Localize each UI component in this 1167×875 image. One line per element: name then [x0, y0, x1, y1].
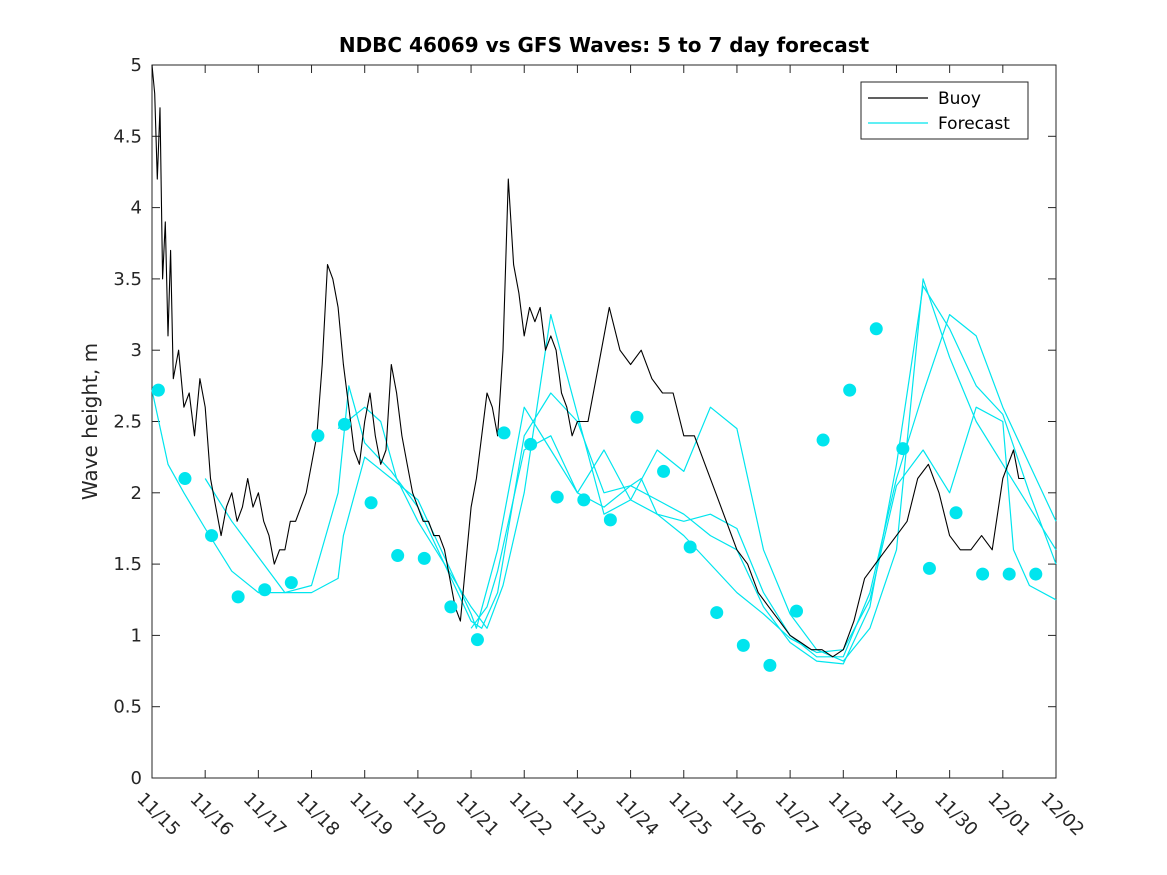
y-tick-label: 5	[131, 55, 142, 76]
y-tick-label: 4.5	[113, 126, 142, 147]
forecast-marker-point	[843, 383, 857, 397]
y-tick-label: 1	[131, 625, 142, 646]
forecast-marker-point	[976, 567, 990, 581]
marker-layer	[151, 322, 1043, 672]
forecast-marker-point	[258, 583, 272, 597]
forecast-marker-point	[630, 410, 644, 424]
forecast-marker-point	[311, 429, 325, 443]
forecast-marker-point	[577, 493, 591, 507]
forecast-marker-point	[470, 633, 484, 647]
legend-label-forecast: Forecast	[938, 114, 1010, 134]
forecast-marker-point	[364, 496, 378, 510]
forecast-marker-point	[1002, 567, 1016, 581]
y-axis-label: Wave height, m	[78, 343, 102, 500]
forecast-series-line-4	[470, 406, 1057, 654]
plot-frame	[151, 64, 1057, 779]
chart-title: NDBC 46069 vs GFS Waves: 5 to 7 day fore…	[339, 33, 870, 57]
forecast-marker-point	[657, 464, 671, 478]
forecast-marker-point	[391, 549, 405, 563]
y-tick-label: 0.5	[113, 697, 142, 718]
series-layer	[151, 64, 1057, 665]
forecast-marker-point	[444, 600, 458, 614]
forecast-marker-point	[550, 490, 564, 504]
forecast-marker-point	[949, 506, 963, 520]
forecast-marker-point	[816, 433, 830, 447]
forecast-series-line-3	[337, 278, 1057, 662]
forecast-marker-point	[922, 561, 936, 575]
y-tick-label: 4	[131, 198, 142, 219]
forecast-marker-point	[205, 529, 219, 543]
forecast-marker-point	[710, 606, 724, 620]
forecast-marker-point	[337, 417, 351, 431]
y-tick-label: 2.5	[113, 412, 142, 433]
y-tick-label: 3	[131, 340, 142, 361]
buoy-series-line	[151, 64, 1025, 658]
y-tick-label: 1.5	[113, 554, 142, 575]
forecast-marker-point	[284, 576, 298, 590]
forecast-marker-point	[763, 658, 777, 672]
forecast-marker-point	[896, 442, 910, 456]
forecast-marker-point	[736, 638, 750, 652]
legend-box	[860, 81, 1029, 140]
y-tick-label: 2	[131, 483, 142, 504]
forecast-marker-point	[1029, 567, 1043, 581]
y-tick-label: 3.5	[113, 269, 142, 290]
forecast-marker-point	[497, 426, 511, 440]
y-tick-label: 0	[131, 768, 142, 789]
forecast-marker-point	[524, 437, 538, 451]
forecast-marker-point	[869, 322, 883, 336]
forecast-marker-point	[231, 590, 245, 604]
forecast-marker-point	[789, 604, 803, 618]
legend-label-buoy: Buoy	[938, 89, 981, 109]
forecast-marker-point	[178, 472, 192, 486]
forecast-marker-point	[683, 540, 697, 554]
forecast-marker-point	[151, 383, 165, 397]
legend: Buoy Forecast	[860, 81, 1029, 140]
forecast-marker-point	[603, 513, 617, 527]
forecast-marker-point	[417, 551, 431, 565]
